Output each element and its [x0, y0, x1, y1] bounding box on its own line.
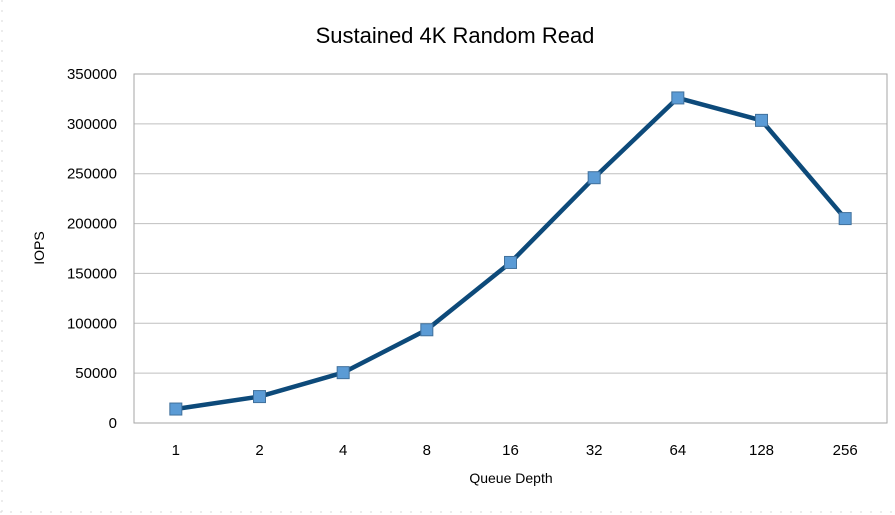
x-tick-label: 128 [749, 442, 774, 459]
data-point-marker [587, 171, 601, 185]
series-line [173, 95, 848, 412]
x-tick-label: 4 [339, 442, 347, 459]
x-tick-label: 1 [172, 442, 180, 459]
y-tick-label: 250000 [67, 166, 117, 183]
data-point-marker [838, 212, 852, 226]
data-point-marker [755, 113, 768, 127]
data-point-marker [169, 402, 183, 416]
series-iops [169, 91, 852, 416]
y-axis-label: IOPS [31, 231, 47, 264]
data-point-marker [336, 366, 350, 380]
x-axis-ticks: 1 2 4 8 16 32 64 128 256 [172, 442, 858, 459]
data-point-marker [420, 323, 434, 337]
x-tick-label: 64 [669, 442, 686, 459]
y-tick-label: 300000 [67, 116, 117, 133]
plot-area [133, 73, 888, 424]
x-tick-label: 16 [502, 442, 519, 459]
x-tick-label: 32 [586, 442, 603, 459]
gridlines [134, 73, 887, 424]
data-point-marker [504, 255, 517, 269]
y-tick-label: 100000 [67, 315, 117, 332]
chart-title: Sustained 4K Random Read [316, 23, 595, 48]
x-tick-label: 256 [833, 442, 858, 459]
data-point-marker [253, 390, 266, 404]
data-point-marker [671, 91, 685, 105]
x-axis-label: Queue Depth [469, 470, 552, 486]
x-tick-label: 2 [255, 442, 263, 459]
y-tick-label: 50000 [75, 365, 117, 382]
y-tick-label: 350000 [67, 66, 117, 83]
y-tick-label: 0 [109, 415, 117, 432]
y-axis-ticks: 0 50000 100000 150000 200000 250000 300000 3500… [67, 66, 117, 432]
y-tick-label: 200000 [67, 216, 117, 233]
x-tick-label: 8 [423, 442, 431, 459]
y-tick-label: 150000 [67, 265, 117, 282]
